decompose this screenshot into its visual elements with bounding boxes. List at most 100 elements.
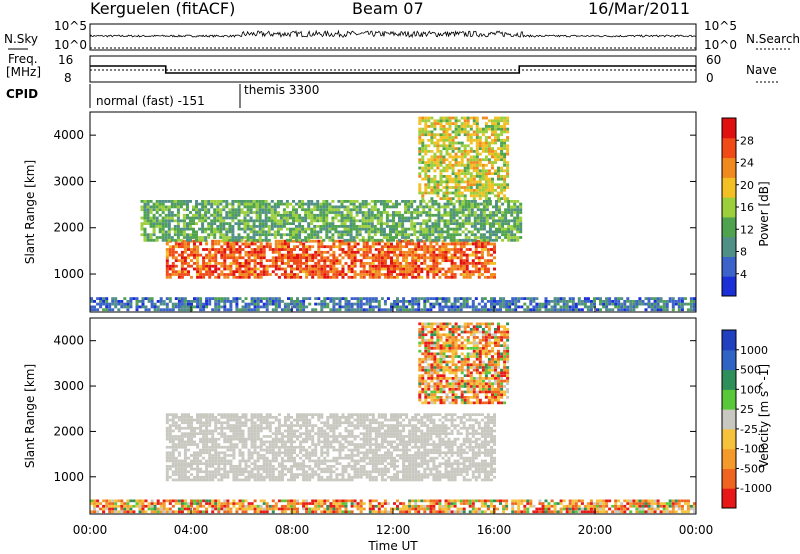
data-cell — [500, 186, 504, 189]
data-cell — [668, 297, 672, 300]
data-cell — [253, 256, 257, 260]
data-cell — [264, 216, 268, 220]
data-cell — [450, 253, 454, 257]
data-cell — [426, 264, 430, 268]
data-cell — [353, 302, 357, 306]
data-cell — [222, 227, 226, 231]
data-cell — [511, 300, 515, 303]
data-cell — [323, 264, 327, 268]
data-cell — [478, 194, 482, 198]
data-cell — [283, 256, 287, 260]
data-cell — [629, 308, 633, 312]
data-cell — [314, 443, 318, 446]
data-cell — [396, 264, 399, 268]
data-cell — [431, 213, 435, 217]
data-cell — [463, 127, 467, 131]
data-cell — [311, 435, 315, 438]
data-cell — [253, 305, 257, 309]
data-cell — [235, 242, 239, 246]
data-cell — [217, 462, 221, 465]
data-cell — [338, 270, 342, 274]
data-cell — [223, 470, 227, 474]
data-cell — [204, 227, 208, 231]
data-cell — [204, 216, 208, 220]
data-cell — [424, 166, 428, 170]
data-cell — [256, 432, 260, 435]
data-cell — [370, 213, 374, 217]
data-cell — [469, 186, 473, 189]
power-heatmap — [90, 116, 696, 312]
data-cell — [293, 478, 296, 482]
data-cell — [448, 177, 452, 181]
data-cell — [252, 200, 256, 203]
data-cell — [444, 256, 448, 260]
data-cell — [614, 297, 618, 300]
data-cell — [173, 230, 177, 234]
data-cell — [454, 127, 458, 131]
data-cell — [331, 211, 335, 214]
data-cell — [205, 242, 209, 246]
data-cell — [241, 432, 245, 435]
data-cell — [462, 242, 466, 246]
data-cell — [208, 302, 212, 306]
data-cell — [187, 424, 190, 427]
data-cell — [425, 222, 429, 225]
data-cell — [511, 302, 515, 306]
data-cell — [362, 253, 366, 257]
data-cell — [490, 259, 493, 262]
data-cell — [271, 454, 275, 457]
data-cell — [187, 300, 190, 303]
data-cell — [644, 297, 648, 300]
data-cell — [180, 462, 184, 465]
data-cell — [428, 230, 432, 234]
data-cell — [244, 275, 248, 279]
data-cell — [202, 448, 206, 452]
data-cell — [299, 413, 303, 416]
data-cell — [432, 250, 436, 254]
data-cell — [274, 445, 278, 449]
data-cell — [407, 208, 411, 212]
data-cell — [475, 163, 479, 167]
data-cell — [377, 267, 381, 271]
data-cell — [416, 213, 420, 217]
data-cell — [382, 205, 386, 209]
data-cell — [168, 445, 172, 449]
data-cell — [502, 297, 506, 300]
data-cell — [270, 213, 274, 217]
data-cell — [183, 273, 187, 276]
data-cell — [290, 253, 293, 257]
data-cell — [374, 275, 378, 279]
data-cell — [241, 429, 245, 433]
data-cell — [256, 456, 260, 460]
data-cell — [296, 418, 299, 422]
data-cell — [647, 297, 651, 300]
data-cell — [235, 478, 239, 482]
noise-left-tick-bottom: 10^0 — [54, 38, 87, 52]
data-cell — [317, 297, 321, 300]
data-cell — [279, 233, 283, 237]
data-cell — [519, 205, 523, 209]
data-cell — [458, 205, 462, 209]
data-cell — [223, 432, 227, 435]
data-cell — [247, 273, 251, 276]
data-cell — [308, 267, 312, 271]
data-cell — [323, 273, 327, 276]
data-cell — [500, 197, 504, 200]
data-cell — [168, 245, 172, 249]
data-cell — [219, 200, 223, 203]
data-cell — [497, 152, 500, 156]
data-cell — [299, 248, 303, 251]
data-cell — [493, 256, 496, 260]
cpid-label: CPID — [6, 87, 38, 101]
data-cell — [165, 248, 169, 251]
data-cell — [293, 305, 296, 309]
data-cell — [265, 245, 269, 249]
data-cell — [161, 219, 165, 223]
data-cell — [368, 308, 372, 312]
data-cell — [265, 459, 269, 463]
data-cell — [253, 473, 257, 476]
data-cell — [226, 435, 230, 438]
data-cell — [223, 305, 227, 309]
data-cell — [180, 300, 184, 303]
data-cell — [376, 222, 380, 225]
